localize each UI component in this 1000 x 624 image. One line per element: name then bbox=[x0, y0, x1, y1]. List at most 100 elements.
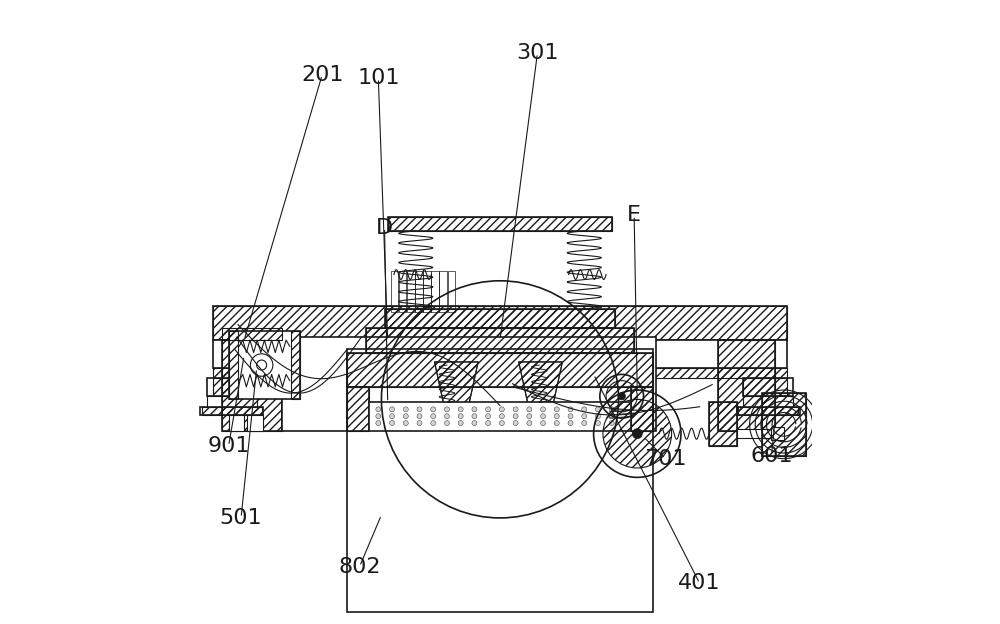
Text: D: D bbox=[376, 218, 393, 238]
Bar bbox=[347, 387, 369, 431]
Bar bbox=[347, 349, 653, 612]
Circle shape bbox=[618, 392, 625, 400]
Circle shape bbox=[609, 414, 614, 419]
Circle shape bbox=[403, 414, 408, 419]
Text: 802: 802 bbox=[338, 557, 381, 577]
Bar bbox=[737, 407, 800, 415]
Circle shape bbox=[513, 421, 518, 426]
Circle shape bbox=[403, 407, 408, 412]
Circle shape bbox=[376, 407, 381, 412]
Bar bbox=[347, 353, 653, 387]
Bar bbox=[385, 309, 615, 328]
Bar bbox=[431, 271, 439, 312]
Text: 701: 701 bbox=[644, 449, 687, 469]
Bar bbox=[415, 271, 423, 312]
Bar bbox=[229, 331, 300, 399]
Circle shape bbox=[390, 407, 395, 412]
Circle shape bbox=[458, 414, 463, 419]
Bar bbox=[399, 271, 406, 312]
Bar bbox=[762, 393, 806, 456]
Bar bbox=[229, 415, 244, 431]
Circle shape bbox=[376, 414, 381, 419]
Bar bbox=[737, 429, 771, 438]
Text: E: E bbox=[627, 205, 641, 225]
Bar bbox=[463, 378, 537, 390]
Circle shape bbox=[595, 414, 600, 419]
Circle shape bbox=[486, 414, 491, 419]
Circle shape bbox=[554, 407, 559, 412]
Text: 201: 201 bbox=[301, 65, 343, 85]
Circle shape bbox=[472, 407, 477, 412]
Bar bbox=[213, 306, 787, 340]
Bar bbox=[207, 396, 257, 409]
Bar bbox=[771, 427, 784, 440]
Circle shape bbox=[609, 421, 614, 426]
Circle shape bbox=[582, 414, 587, 419]
Circle shape bbox=[431, 414, 436, 419]
Circle shape bbox=[472, 414, 477, 419]
Circle shape bbox=[390, 421, 395, 426]
Bar bbox=[743, 378, 787, 396]
Bar bbox=[213, 306, 787, 340]
Circle shape bbox=[486, 407, 491, 412]
Circle shape bbox=[568, 414, 573, 419]
Bar bbox=[222, 340, 282, 431]
Circle shape bbox=[499, 414, 504, 419]
Bar bbox=[709, 402, 737, 446]
Bar bbox=[762, 393, 806, 456]
Bar bbox=[291, 331, 300, 399]
Bar bbox=[447, 412, 466, 427]
Circle shape bbox=[390, 414, 395, 419]
Circle shape bbox=[513, 414, 518, 419]
Circle shape bbox=[458, 407, 463, 412]
Bar bbox=[347, 387, 369, 431]
Circle shape bbox=[527, 407, 532, 412]
Bar bbox=[738, 407, 798, 415]
Circle shape bbox=[472, 421, 477, 426]
Bar bbox=[388, 217, 612, 231]
Bar bbox=[369, 402, 631, 431]
Circle shape bbox=[568, 421, 573, 426]
Bar bbox=[391, 271, 398, 312]
Circle shape bbox=[486, 421, 491, 426]
Circle shape bbox=[541, 407, 546, 412]
Circle shape bbox=[417, 407, 422, 412]
Text: 601: 601 bbox=[750, 446, 793, 466]
Circle shape bbox=[444, 421, 449, 426]
Circle shape bbox=[582, 421, 587, 426]
Bar bbox=[631, 387, 653, 431]
Circle shape bbox=[444, 414, 449, 419]
Circle shape bbox=[458, 421, 463, 426]
Circle shape bbox=[568, 407, 573, 412]
Bar bbox=[347, 353, 653, 387]
Circle shape bbox=[417, 414, 422, 419]
Text: 301: 301 bbox=[516, 43, 559, 63]
Text: 401: 401 bbox=[678, 573, 721, 593]
Circle shape bbox=[376, 421, 381, 426]
Circle shape bbox=[431, 407, 436, 412]
Bar bbox=[463, 378, 537, 390]
Circle shape bbox=[527, 421, 532, 426]
Bar bbox=[213, 340, 787, 368]
Bar bbox=[213, 378, 257, 396]
Text: 101: 101 bbox=[357, 68, 400, 88]
Bar bbox=[366, 328, 634, 353]
Bar bbox=[222, 340, 282, 431]
Circle shape bbox=[403, 421, 408, 426]
Text: 901: 901 bbox=[207, 436, 250, 456]
Bar bbox=[709, 402, 737, 446]
Circle shape bbox=[632, 429, 642, 439]
Circle shape bbox=[541, 421, 546, 426]
Bar bbox=[439, 271, 447, 312]
Bar bbox=[200, 407, 263, 415]
Bar bbox=[532, 412, 551, 427]
Bar bbox=[718, 340, 775, 431]
Circle shape bbox=[595, 407, 600, 412]
Bar bbox=[448, 271, 455, 312]
Circle shape bbox=[554, 414, 559, 419]
Bar bbox=[407, 271, 415, 312]
Bar bbox=[423, 271, 431, 312]
Bar bbox=[282, 337, 656, 431]
Text: 501: 501 bbox=[220, 508, 262, 528]
Circle shape bbox=[417, 421, 422, 426]
